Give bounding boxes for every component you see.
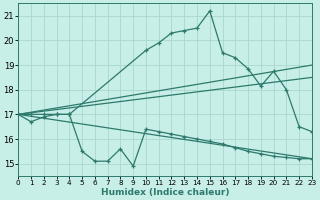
X-axis label: Humidex (Indice chaleur): Humidex (Indice chaleur) — [101, 188, 229, 197]
